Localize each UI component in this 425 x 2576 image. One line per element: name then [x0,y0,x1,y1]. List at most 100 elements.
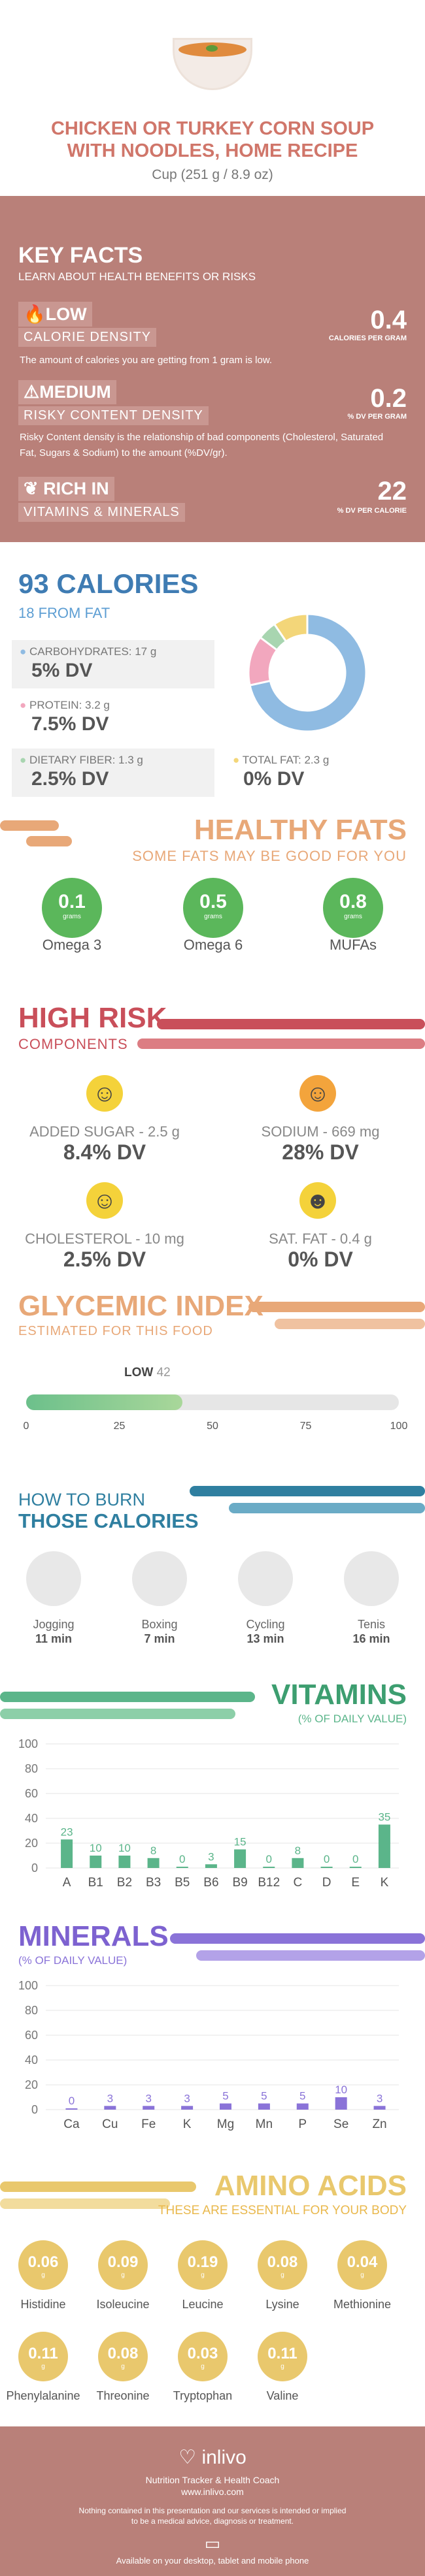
decor-stripe [0,2182,196,2192]
mufas-circle: 0.8 grams [323,878,383,938]
amino-value: 0.08 [267,2253,298,2271]
jogging-icon [26,1551,81,1606]
bar-value-label: 3 [208,1850,214,1863]
boxing-time: 7 min [144,1632,175,1645]
decor-stripe [248,1302,425,1312]
vitamins-section: VITAMINS (% OF DAILY VALUE) 0 20 40 60 80 100… [0,1672,425,1907]
amino-label: Methionine [333,2298,392,2311]
glycemic-level: LOW [124,1366,154,1379]
fat-slice [273,613,309,643]
added-sugar-label: ADDED SUGAR - 2.5 g [29,1123,180,1140]
key-facts-subtitle: LEARN ABOUT HEALTH BENEFITS OR RISKS [18,270,256,283]
bar-value-label: 0 [352,1853,358,1865]
vitamins-subtitle: (% OF DAILY VALUE) [298,1713,407,1725]
glycemic-section: GLYCEMIC INDEX ESTIMATED FOR THIS FOOD L… [0,1290,425,1453]
amino-unit: g [360,2272,364,2279]
amino-circle: 0.11 g [258,2332,307,2381]
x-tick-label: K [183,2117,192,2131]
food-title-line2: WITH NOODLES, HOME RECIPE [67,140,358,161]
y-tick-label: 100 [18,1979,38,1992]
bar-Fe [143,2106,155,2110]
header: CHICKEN OR TURKEY CORN SOUP WITH NOODLES… [0,0,425,196]
amino-circle: 0.08 g [258,2240,307,2290]
amino-circle: 0.11 g [18,2332,68,2381]
brand-url[interactable]: www.inlivo.com [181,2487,244,2497]
amino-value: 0.04 [347,2253,378,2271]
decor-stripe [0,1709,235,1719]
amino-circle: 0.19 g [178,2240,228,2290]
minerals-bar-chart: 0 20 40 60 80 100 0 Ca 3 Cu 3 Fe 3 K 5 Mg 5 Mn 5 P 10 Se 3 Zn [18,1979,399,2131]
bar-Ca [65,2108,78,2110]
calories-title: 93 CALORIES [18,568,199,599]
x-tick-label: C [294,1876,303,1890]
jogging-time: 11 min [35,1632,73,1645]
minerals-subtitle: (% OF DAILY VALUE) [18,1954,128,1967]
amino-value: 0.11 [267,2345,298,2362]
footer: ♡ inlivo Nutrition Tracker & Health Coac… [0,2426,425,2576]
sat-fat-face-icon: ☻ [299,1182,336,1219]
brand-tagline: Nutrition Tracker & Health Coach [145,2475,280,2485]
amino-unit: g [280,2272,284,2279]
bar-Se [335,2097,347,2110]
amino-value: 0.19 [187,2253,218,2271]
bar-Zn [373,2106,386,2110]
decor-stripe [190,1486,425,1496]
omega6-circle: 0.5 grams [183,878,243,938]
bar-value-label: 3 [107,2092,113,2104]
decor-stripe [0,820,59,831]
vitamins-bar-chart: 02040608010023A10B110B28B30B53B615B90B12… [18,1737,399,1890]
cholesterol-label: CHOLESTEROL - 10 mg [25,1231,184,1247]
tennis-label: Tenis [357,1618,386,1631]
bar-B3 [147,1858,160,1868]
high-risk-title: HIGH RISK [18,1002,167,1034]
calorie-density-level: 🔥LOW [18,302,92,327]
bar-D [320,1867,333,1868]
amino-label: Lysine [265,2298,299,2311]
added-sugar-face-icon: ☺ [86,1075,123,1112]
y-tick-label: 80 [25,2004,38,2017]
amino-unit: g [201,2363,205,2370]
amino-label: Threonine [96,2389,150,2402]
x-tick-label: B3 [146,1876,161,1890]
vitamins-title: VITAMINS [271,1679,407,1711]
brand-logo: ♡ inlivo [178,2447,246,2468]
risky-density-value: 0.2 [370,384,407,413]
omega3-circle: 0.1 grams [42,878,102,938]
bar-B5 [176,1867,188,1868]
sodium-face-icon: ☺ [299,1075,336,1112]
carbs-label: ● CARBOHYDRATES: 17 g [20,645,157,658]
risky-density-description: Risky Content density is the relationshi… [20,432,384,459]
decor-stripe [0,2198,170,2209]
y-tick-label: 20 [25,1837,38,1850]
amino-section: AMINO ACIDS THESE ARE ESSENTIAL FOR YOUR… [0,2168,425,2423]
y-tick-label: 0 [31,1861,38,1875]
healthy-fats-title: HEALTHY FATS [194,814,407,846]
glycemic-tick-label: 75 [299,1421,312,1432]
jogging-label: Jogging [33,1618,75,1631]
bar-value-label: 10 [335,2084,347,2096]
protein-label: ● PROTEIN: 3.2 g [20,699,110,711]
bar-value-label: 5 [222,2090,228,2102]
tennis-time: 16 min [352,1632,390,1645]
amino-title: AMINO ACIDS [214,2170,407,2202]
amino-label: Phenylalanine [6,2389,80,2402]
cycling-icon [238,1551,293,1606]
vitamins-minerals-unit: % DV PER CALORIE [337,507,407,515]
cycling-time: 13 min [246,1632,284,1645]
glycemic-fill [26,1394,183,1410]
decor-stripe [275,1319,425,1329]
cholesterol-dv: 2.5% DV [63,1248,146,1271]
bar-B6 [205,1864,217,1868]
amino-unit: g [201,2272,205,2279]
bar-value-label: 3 [184,2092,190,2104]
bar-B9 [234,1849,246,1868]
x-tick-label: Fe [141,2117,156,2131]
vitamins-minerals-label: VITAMINS & MINERALS [18,503,185,522]
x-tick-label: B1 [88,1876,103,1890]
bar-value-label: 0 [324,1853,330,1865]
bar-P [296,2103,309,2110]
boxing-icon [132,1551,187,1606]
key-facts-section: KEY FACTS LEARN ABOUT HEALTH BENEFITS OR… [0,196,425,542]
amino-circle: 0.06 g [18,2240,68,2290]
bar-value-label: 3 [145,2092,151,2104]
